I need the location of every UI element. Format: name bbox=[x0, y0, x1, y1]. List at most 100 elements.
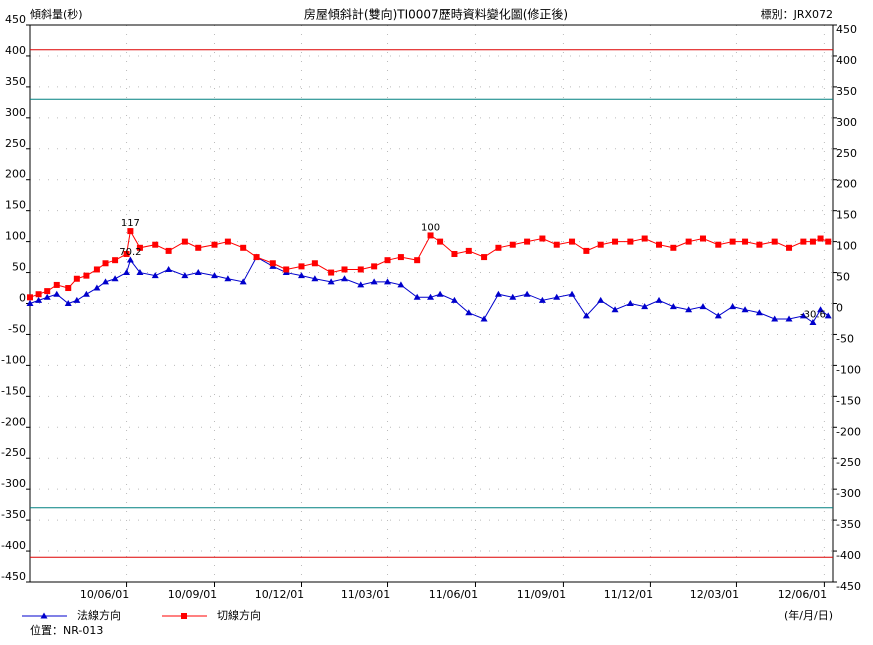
data-point bbox=[384, 257, 391, 264]
data-point bbox=[127, 228, 134, 235]
data-point bbox=[641, 303, 649, 310]
y2-tick-label: 50 bbox=[836, 271, 850, 284]
y-tick-label: 200 bbox=[5, 168, 26, 181]
data-point bbox=[341, 275, 349, 282]
x-axis-label: (年/月/日) bbox=[784, 608, 833, 622]
data-point bbox=[450, 296, 458, 303]
data-point bbox=[436, 290, 444, 297]
y2-tick-label: 300 bbox=[836, 116, 857, 129]
data-point bbox=[136, 244, 143, 251]
data-point bbox=[699, 303, 707, 310]
x-tick-label: 10/06/01 bbox=[80, 588, 129, 601]
y-tick-label: 300 bbox=[5, 106, 26, 119]
data-point bbox=[742, 238, 749, 245]
data-point bbox=[111, 275, 119, 282]
data-point bbox=[627, 238, 634, 245]
y-tick-label: 250 bbox=[5, 137, 26, 150]
data-point bbox=[825, 238, 832, 245]
y2-tick-label: 150 bbox=[836, 209, 857, 222]
x-tick-label: 11/12/01 bbox=[604, 588, 653, 601]
location-label: 位置：NR-013 bbox=[30, 623, 103, 637]
data-point bbox=[427, 293, 435, 300]
data-point bbox=[817, 306, 825, 313]
data-point bbox=[612, 238, 619, 245]
data-point bbox=[53, 281, 60, 288]
annotation: 70.2 bbox=[119, 247, 141, 258]
data-point bbox=[181, 272, 189, 279]
data-point bbox=[451, 250, 458, 257]
data-point bbox=[152, 241, 159, 248]
y2-tick-label: 100 bbox=[836, 240, 857, 253]
data-point bbox=[370, 278, 378, 285]
data-point bbox=[83, 272, 90, 279]
y2-tick-label: 250 bbox=[836, 147, 857, 160]
data-point bbox=[210, 272, 218, 279]
y-tick-label: -150 bbox=[1, 384, 26, 397]
station-label: 標別：JRX072 bbox=[761, 7, 833, 21]
data-point bbox=[611, 306, 619, 313]
data-point bbox=[582, 312, 590, 319]
data-point bbox=[239, 278, 247, 285]
data-point bbox=[437, 238, 444, 245]
y-tick-label: 450 bbox=[5, 13, 26, 26]
data-point bbox=[357, 281, 365, 288]
legend-marker bbox=[40, 612, 48, 619]
data-point bbox=[755, 309, 763, 316]
y-tick-label: 0 bbox=[19, 292, 26, 305]
chart-title: 房屋傾斜計(雙向)TI0007歷時資料變化圖(修正後) bbox=[304, 7, 568, 22]
data-point bbox=[283, 266, 290, 273]
data-point bbox=[341, 266, 348, 273]
data-point bbox=[211, 241, 218, 248]
data-point bbox=[93, 284, 101, 291]
x-tick-label: 11/09/01 bbox=[517, 588, 566, 601]
y2-tick-label: -450 bbox=[836, 580, 861, 593]
y2-tick-label: 400 bbox=[836, 54, 857, 67]
annotation: 117 bbox=[121, 218, 140, 229]
data-point bbox=[771, 238, 778, 245]
data-point bbox=[123, 250, 130, 257]
y-tick-label: -450 bbox=[1, 570, 26, 583]
y-tick-label: -100 bbox=[1, 353, 26, 366]
data-point bbox=[414, 257, 421, 264]
x-tick-label: 12/03/01 bbox=[690, 588, 739, 601]
y2-tick-label: 350 bbox=[836, 85, 857, 98]
data-point bbox=[43, 293, 51, 300]
data-point bbox=[35, 291, 42, 298]
data-point bbox=[311, 275, 319, 282]
x-tick-label: 11/06/01 bbox=[429, 588, 478, 601]
data-point bbox=[597, 241, 604, 248]
data-point bbox=[538, 296, 546, 303]
data-point bbox=[27, 294, 33, 301]
data-point bbox=[670, 244, 677, 251]
data-point bbox=[669, 303, 677, 310]
data-point bbox=[809, 238, 816, 245]
y2-tick-label: -50 bbox=[836, 332, 854, 345]
data-point bbox=[64, 300, 72, 306]
data-point bbox=[495, 244, 502, 251]
data-point bbox=[756, 241, 763, 248]
data-point bbox=[685, 238, 692, 245]
data-point bbox=[729, 238, 736, 245]
data-point bbox=[194, 269, 202, 276]
data-point bbox=[224, 275, 232, 282]
y-tick-label: -350 bbox=[1, 508, 26, 521]
legend-label: 切線方向 bbox=[217, 608, 261, 622]
data-point bbox=[427, 232, 434, 239]
data-point bbox=[553, 293, 561, 300]
data-point bbox=[82, 290, 90, 297]
y2-tick-label: -400 bbox=[836, 549, 861, 562]
data-point bbox=[817, 235, 824, 242]
data-point bbox=[568, 290, 576, 297]
data-point bbox=[729, 303, 737, 310]
data-point bbox=[553, 241, 560, 248]
data-point bbox=[480, 315, 488, 322]
data-point bbox=[102, 260, 109, 267]
data-point bbox=[269, 260, 276, 267]
data-point bbox=[597, 296, 605, 303]
annotation: 100 bbox=[421, 222, 440, 233]
y2-tick-label: -350 bbox=[836, 518, 861, 531]
y-tick-label: -400 bbox=[1, 539, 26, 552]
data-point bbox=[741, 306, 749, 313]
y2-tick-label: -150 bbox=[836, 394, 861, 407]
